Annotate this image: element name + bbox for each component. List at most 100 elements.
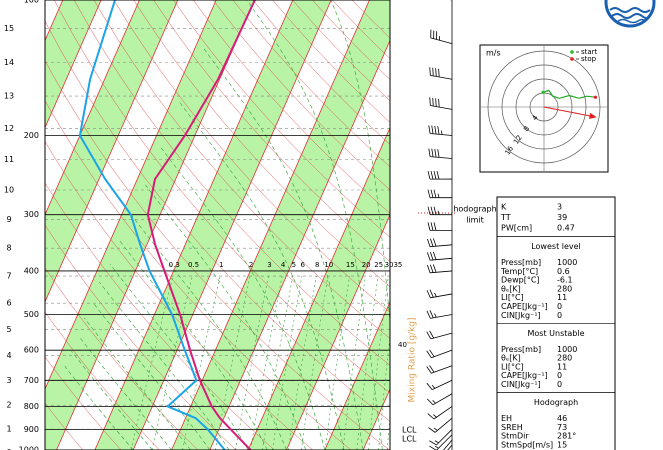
wind-barb: [429, 429, 453, 446]
y-tick-label: 1000: [19, 446, 39, 450]
plot-frame: [44, 0, 391, 450]
wind-barb: [428, 125, 453, 136]
hodograph-ring-label: 16: [503, 144, 515, 156]
table-label: LI[°C]: [501, 362, 524, 371]
dry-adiabat: [45, 224, 237, 450]
moist-adiabat: [330, 0, 390, 326]
table-value: 46: [557, 414, 567, 423]
y-tick-label: 900: [24, 425, 39, 434]
hodograph-start: [541, 90, 545, 94]
table-value: 0.6: [557, 267, 570, 276]
mixing-ratio-line: [342, 275, 366, 450]
wind-barb: [429, 67, 453, 80]
mixing-ratio-tick-label: 0.5: [188, 261, 199, 269]
table-value: 15: [557, 440, 567, 449]
hodograph-ring: [501, 64, 587, 150]
y-tick-label: 500: [24, 310, 39, 319]
hodograph-line: [542, 89, 596, 99]
table-value: 0: [557, 380, 562, 389]
y-tick-label: 600: [24, 346, 39, 355]
wind-barb: [427, 170, 453, 180]
y-tick-label: 100: [24, 0, 39, 5]
y2-tick-label: 5: [6, 325, 11, 334]
mixing-ratio-line: [325, 275, 350, 450]
moist-adiabat: [109, 263, 249, 450]
dry-adiabat: [45, 20, 390, 422]
wind-barb: [427, 189, 452, 199]
logo-wave: [611, 13, 651, 19]
dry-adiabat: [272, 0, 390, 123]
wind-barb: [426, 365, 453, 374]
y2-tick-label: 4: [6, 351, 11, 360]
y2-tick-label: 8: [6, 244, 11, 253]
table-value: 1000: [557, 345, 577, 354]
mixing-ratio-tick-label: 30: [385, 261, 394, 269]
table-value: 0: [557, 311, 562, 320]
moist-adiabat: [129, 212, 287, 450]
table-value: 0: [557, 302, 562, 311]
table-value: 73: [557, 423, 567, 432]
temperature-band: [94, 0, 332, 450]
table-value: -6.1: [557, 276, 573, 285]
isotherm: [94, 0, 294, 450]
y2-tick-label: 10: [4, 185, 14, 194]
table-label: TT: [500, 213, 511, 222]
y2-tick-label: 2: [6, 401, 11, 410]
y2-tick-label: 14: [4, 58, 14, 67]
storm-motion-arrow: [543, 106, 597, 119]
y2-tick-label: 0: [6, 448, 11, 450]
table-label: Temp[°C]: [500, 267, 538, 276]
lcl-label: LCL: [402, 435, 417, 444]
table-section-title: Hodograph: [534, 398, 578, 407]
table-section-title: Most Unstable: [528, 329, 585, 338]
table-label: CIN[Jkg⁻¹]: [501, 380, 541, 389]
mixing-ratio-tick-label: 10: [324, 261, 333, 269]
table-value: 0: [557, 371, 562, 380]
moist-adiabat: [160, 146, 326, 450]
table-label: Press[mb]: [501, 345, 541, 354]
dry-adiabat: [173, 0, 390, 238]
table-label: LI[°C]: [501, 293, 524, 302]
dry-adiabat: [45, 267, 198, 450]
mixing-ratio-tick-label: 25: [374, 261, 383, 269]
mixing-ratio-tick-label: 15: [346, 261, 355, 269]
table-label: K: [501, 203, 507, 212]
table-value: 280: [557, 284, 572, 293]
isotherm: [45, 0, 102, 129]
mixing-ratio-tick-label: 4: [281, 261, 286, 269]
legend-stop: stop: [581, 55, 597, 63]
wind-barb: [430, 29, 453, 44]
wind-barb: [426, 330, 453, 340]
y-tick-label: 700: [24, 376, 39, 385]
y2-tick-label: 15: [4, 24, 14, 33]
y2-tick-label: 7: [6, 272, 11, 281]
table-value: 3: [557, 203, 562, 212]
table-value: 39: [557, 213, 567, 222]
wind-barb: [447, 444, 453, 450]
dry-adiabat: [232, 0, 390, 168]
wind-barb: [426, 310, 453, 319]
lcl-label: LCL: [402, 426, 417, 435]
y2-tick-label: 6: [6, 299, 11, 308]
moist-adiabat: [179, 101, 345, 450]
mixing-ratio-tick-label: 1: [219, 261, 223, 269]
y-tick-label: 800: [24, 402, 39, 411]
isotherm: [209, 39, 390, 450]
mixing-ratio-tick-label: 3: [267, 261, 271, 269]
profile-line: [78, 0, 226, 450]
isotherm: [247, 126, 390, 450]
y-tick-label: 300: [24, 210, 39, 219]
dry-adiabat: [54, 0, 390, 394]
table-label: StmDir: [501, 432, 529, 441]
moist-adiabat: [203, 47, 364, 450]
isotherm: [171, 0, 370, 450]
mixing-ratio-tick-label: 40: [398, 341, 407, 349]
wind-barb: [443, 439, 453, 450]
moist-adiabat: [246, 0, 383, 450]
table-label: EH: [501, 414, 512, 423]
table-value: 1000: [557, 258, 577, 267]
mixing-ratio-line: [368, 275, 389, 450]
dry-adiabat: [252, 0, 390, 145]
moist-adiabat: [143, 182, 306, 450]
